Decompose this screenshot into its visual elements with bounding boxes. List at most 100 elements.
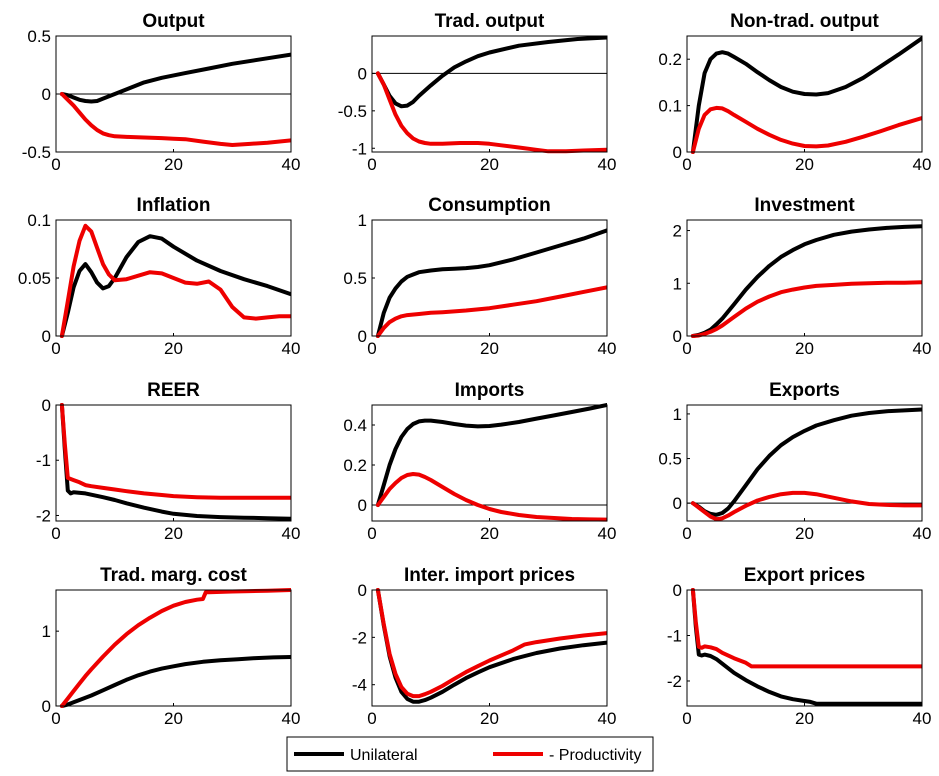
y-tick-label: 0.05 bbox=[18, 269, 51, 288]
legend-label-unilateral: Unilateral bbox=[350, 747, 418, 764]
axes-box bbox=[371, 404, 608, 522]
x-tick-label: 40 bbox=[598, 155, 617, 174]
y-tick-label: 2 bbox=[673, 222, 682, 241]
y-tick-label: 0 bbox=[42, 697, 51, 716]
y-tick-label: 1 bbox=[42, 622, 51, 641]
x-tick-label: 20 bbox=[164, 155, 183, 174]
y-tick-label: -1 bbox=[36, 451, 51, 470]
x-tick-label: 40 bbox=[598, 524, 617, 543]
y-tick-label: 0 bbox=[42, 396, 51, 415]
series-productivity bbox=[375, 588, 607, 699]
panel-title: Export prices bbox=[744, 565, 865, 586]
series-productivity bbox=[375, 285, 607, 338]
y-tick-label: 0 bbox=[358, 327, 367, 346]
series-unilateral bbox=[59, 403, 291, 521]
x-tick-label: 40 bbox=[913, 339, 932, 358]
y-tick-label: -2 bbox=[36, 506, 51, 525]
y-tick-label: 0.1 bbox=[27, 211, 51, 230]
x-tick-label: 0 bbox=[367, 155, 376, 174]
x-tick-label: 20 bbox=[480, 155, 499, 174]
x-tick-label: 40 bbox=[913, 155, 932, 174]
series-productivity bbox=[690, 280, 922, 338]
y-tick-label: 0 bbox=[673, 327, 682, 346]
x-tick-label: 20 bbox=[795, 709, 814, 728]
axes-box bbox=[55, 404, 292, 522]
x-tick-label: 20 bbox=[795, 524, 814, 543]
series-productivity bbox=[59, 223, 291, 338]
panel-2: Trad. output 0 20 40 -1 -0.5 0 bbox=[338, 11, 617, 174]
series-unilateral bbox=[690, 36, 922, 154]
panel-8: Imports 0 20 40 0 0.2 0.4 bbox=[343, 380, 616, 543]
x-tick-label: 0 bbox=[682, 524, 691, 543]
panel-title: Exports bbox=[769, 380, 840, 401]
y-tick-label: -1 bbox=[352, 139, 367, 158]
x-tick-label: 40 bbox=[282, 155, 301, 174]
panel-12: Export prices 0 20 40 -2 -1 0 bbox=[667, 565, 932, 728]
y-tick-label: 1 bbox=[673, 274, 682, 293]
x-tick-label: 0 bbox=[682, 709, 691, 728]
series-unilateral bbox=[375, 588, 607, 704]
x-tick-label: 20 bbox=[480, 339, 499, 358]
panel-title: Investment bbox=[754, 195, 855, 216]
x-tick-label: 40 bbox=[913, 524, 932, 543]
panel-title: Imports bbox=[455, 380, 525, 401]
series-unilateral bbox=[690, 407, 922, 517]
x-tick-label: 0 bbox=[682, 339, 691, 358]
series-unilateral bbox=[690, 224, 922, 338]
series-unilateral bbox=[375, 35, 607, 109]
y-tick-label: 0 bbox=[673, 143, 682, 162]
panel-11: Inter. import prices 0 20 40 -4 -2 0 bbox=[352, 565, 617, 728]
series-productivity bbox=[690, 588, 922, 669]
y-tick-label: 0 bbox=[358, 581, 367, 600]
x-tick-label: 40 bbox=[598, 709, 617, 728]
y-tick-label: 1 bbox=[673, 405, 682, 424]
x-tick-label: 20 bbox=[795, 155, 814, 174]
panel-10: Trad. marg. cost 0 20 40 0 1 bbox=[42, 565, 301, 728]
x-tick-label: 40 bbox=[282, 339, 301, 358]
y-tick-label: 0.5 bbox=[27, 27, 51, 46]
series-unilateral bbox=[59, 234, 291, 338]
y-tick-label: 0 bbox=[673, 581, 682, 600]
x-tick-label: 20 bbox=[164, 524, 183, 543]
x-tick-label: 40 bbox=[913, 709, 932, 728]
panel-title: REER bbox=[147, 380, 200, 401]
panel-title: Trad. output bbox=[435, 11, 545, 32]
y-tick-label: 0 bbox=[358, 496, 367, 515]
panel-9: Exports 0 20 40 0 0.5 1 bbox=[658, 380, 931, 543]
series-productivity bbox=[375, 472, 607, 522]
x-tick-label: 20 bbox=[164, 339, 183, 358]
x-tick-label: 20 bbox=[480, 524, 499, 543]
series-productivity bbox=[375, 71, 607, 154]
y-tick-label: 0 bbox=[673, 494, 682, 513]
legend: Unilateral - Productivity bbox=[286, 736, 654, 772]
y-tick-label: 0 bbox=[42, 327, 51, 346]
x-tick-label: 20 bbox=[164, 709, 183, 728]
panel-4: Inflation 0 20 40 0 0.05 0.1 bbox=[18, 195, 301, 358]
panel-title: Consumption bbox=[428, 195, 550, 216]
panel-7: REER 0 20 40 -2 -1 0 bbox=[36, 380, 301, 543]
x-tick-label: 20 bbox=[480, 709, 499, 728]
series-unilateral bbox=[59, 52, 291, 104]
panel-6: Investment 0 20 40 0 1 2 bbox=[673, 195, 932, 358]
y-tick-label: 0.1 bbox=[658, 97, 682, 116]
x-tick-label: 40 bbox=[282, 709, 301, 728]
y-tick-label: -1 bbox=[667, 626, 682, 645]
series-productivity bbox=[59, 403, 291, 500]
series-productivity bbox=[59, 588, 291, 708]
x-tick-label: 0 bbox=[367, 339, 376, 358]
series-unilateral bbox=[59, 655, 291, 708]
x-tick-label: 0 bbox=[51, 709, 60, 728]
x-tick-label: 0 bbox=[51, 524, 60, 543]
x-tick-label: 0 bbox=[51, 155, 60, 174]
legend-label-productivity: - Productivity bbox=[549, 747, 641, 764]
y-tick-label: -2 bbox=[667, 672, 682, 691]
y-tick-label: 0.2 bbox=[343, 456, 367, 475]
x-tick-label: 20 bbox=[795, 339, 814, 358]
x-tick-label: 0 bbox=[682, 155, 691, 174]
x-tick-label: 0 bbox=[51, 339, 60, 358]
y-tick-label: 0 bbox=[358, 64, 367, 83]
series-productivity bbox=[59, 92, 291, 147]
y-tick-label: 0.5 bbox=[658, 450, 682, 469]
y-tick-label: -2 bbox=[352, 628, 367, 647]
